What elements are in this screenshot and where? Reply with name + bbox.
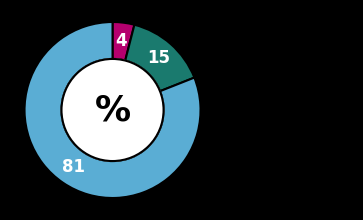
Text: 81: 81 xyxy=(62,158,85,176)
Text: %: % xyxy=(94,93,131,127)
Wedge shape xyxy=(113,22,134,61)
Wedge shape xyxy=(25,22,200,198)
Text: 4: 4 xyxy=(115,32,127,50)
Wedge shape xyxy=(125,25,194,91)
Circle shape xyxy=(61,59,164,161)
Text: 15: 15 xyxy=(147,49,170,67)
